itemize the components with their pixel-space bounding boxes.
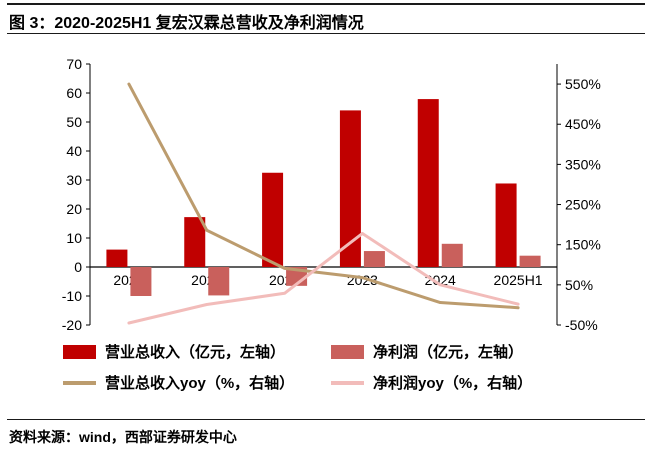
right-axis-tick-label: 450% [565,116,601,132]
bar-segment [519,255,541,267]
left-axis-tick-label: 10 [66,230,82,246]
category-label: 2025H1 [494,272,543,288]
net-profit-yoy-line-swatch [331,380,364,385]
left-axis-tick-label: 70 [66,56,82,72]
right-axis-tick-label: 350% [565,156,601,172]
yoy-line [127,231,520,325]
bar-segment [262,172,284,267]
legend-label: 营业总收入yoy（%，右轴） [105,375,295,392]
net-profit-bar-swatch [331,344,364,359]
bar-segment [363,251,385,267]
right-axis-tick-label: 250% [565,197,601,213]
yoy-line [127,82,520,310]
bar-segment [130,267,152,296]
legend-label: 净利润yoy（%，右轴） [373,375,533,392]
left-axis-tick-label: 50 [66,114,82,130]
bar-segment [495,183,517,267]
bar-segment [184,217,206,267]
revenue-yoy-line-swatch [63,380,96,385]
legend-item-net-profit-yoy: 净利润yoy（%，右轴） [331,372,623,393]
legend-item-revenue: 营业总收入（亿元，左轴） [63,341,331,362]
category-label: 2024 [425,272,456,288]
right-axis-tick-label: 50% [565,277,593,293]
right-axis-tick-label: 550% [565,76,601,92]
legend-item-revenue-yoy: 营业总收入yoy（%，右轴） [63,372,331,393]
figure-title: 图 3：2020-2025H1 复宏汉霖总营收及净利润情况 [9,15,364,32]
left-axis-tick-label: 40 [66,143,82,159]
revenue-profit-combo-chart: 70 60 50 40 30 20 10 0 -10 -20 550% 450% 350% 250% 150… [62,56,601,333]
right-axis-tick-label: -50% [565,317,598,333]
title-divider [7,33,645,34]
bar-segment [106,249,128,267]
legend-item-net-profit: 净利润（亿元，左轴） [331,341,623,362]
left-axis-tick-label: -20 [62,317,82,333]
bar-segment [441,243,463,267]
revenue-bar-swatch [63,344,96,359]
bar-segment [417,99,439,267]
left-axis-tick-label: 0 [74,259,82,275]
source-note: 资料来源：wind，西部证券研发中心 [9,429,237,445]
left-axis-tick-label: -10 [62,288,82,304]
right-axis-tick-label: 150% [565,237,601,253]
legend-label: 营业总收入（亿元，左轴） [105,344,286,361]
left-axis-tick-label: 60 [66,85,82,101]
left-axis-tick-label: 20 [66,201,82,217]
chart-legend: 营业总收入（亿元，左轴） 净利润（亿元，左轴） 营业总收入yoy（%，右轴） 净… [63,341,623,393]
top-divider [7,3,645,5]
bar-segment [208,267,230,296]
bar-segment [339,110,361,268]
legend-label: 净利润（亿元，左轴） [373,344,524,361]
left-axis-tick-label: 30 [66,172,82,188]
footer-divider [7,419,645,420]
